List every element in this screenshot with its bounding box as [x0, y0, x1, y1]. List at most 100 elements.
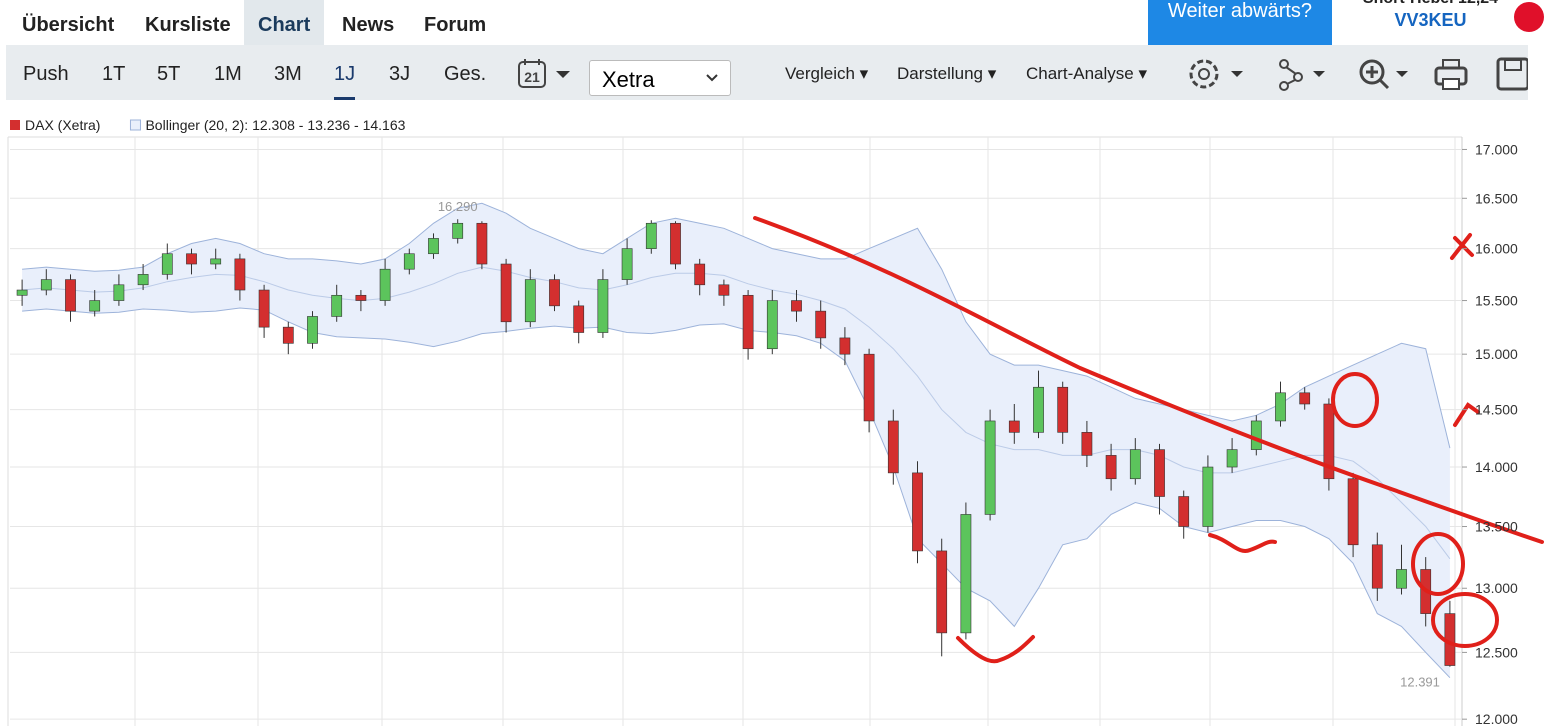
tab[interactable]: Chart: [244, 0, 325, 45]
print-button[interactable]: [1434, 59, 1468, 90]
indicator-button[interactable]: [1279, 59, 1325, 91]
candle-body: [1129, 449, 1141, 480]
candle-body: [355, 294, 367, 301]
candle-body: [1057, 386, 1069, 433]
candle-body: [282, 326, 294, 344]
zoom-button[interactable]: [1359, 59, 1408, 90]
candle-body: [621, 248, 633, 280]
menu[interactable]: Chart-Analyse ▾: [1026, 64, 1147, 83]
y-tick-label: 14.000: [1475, 459, 1518, 475]
candle-body: [670, 222, 681, 265]
y-tick-label: 15.500: [1475, 293, 1518, 309]
candle-body: [16, 289, 28, 296]
candle-body: [597, 279, 609, 333]
candle-body: [1347, 478, 1359, 546]
dropdown-arrow: [556, 71, 570, 78]
candle-body: [815, 310, 827, 339]
candle-body: [1081, 432, 1093, 456]
save-button[interactable]: [1496, 57, 1528, 91]
print-icon: [1442, 59, 1460, 69]
node-icon: [1293, 72, 1303, 82]
promo-code: VV3KEU: [1394, 10, 1467, 30]
candle-body: [161, 253, 173, 275]
candle-body: [984, 420, 996, 515]
y-tick-label: 17.000: [1475, 141, 1518, 157]
candle-body: [1226, 449, 1238, 468]
menu[interactable]: Vergleich ▾: [785, 64, 869, 83]
menu-label: Darstellung: [897, 64, 983, 83]
save-icon: [1504, 59, 1522, 71]
candle-body: [1105, 455, 1117, 480]
candle-body: [887, 420, 899, 474]
range-button[interactable]: 1J: [334, 45, 356, 100]
settings-button[interactable]: [1189, 59, 1243, 89]
candle-body: [476, 222, 488, 265]
legend-label: DAX (Xetra): [25, 117, 100, 133]
candle-body: [428, 238, 439, 255]
price-annotation: 16.290: [438, 199, 478, 214]
candle-body: [524, 279, 536, 323]
candle-body: [573, 305, 585, 333]
candle-body: [234, 258, 246, 291]
hand-drawings: [753, 216, 1544, 664]
exchange-select[interactable]: Xetra: [589, 60, 731, 96]
legend-swatch: [10, 120, 20, 130]
candle-body: [1299, 392, 1311, 405]
candle-body: [936, 550, 948, 634]
bollinger-area: [22, 203, 1450, 678]
bollinger-upper: [22, 202, 1451, 449]
candle-body: [113, 284, 125, 301]
node-icon: [1285, 66, 1297, 85]
candle-body: [694, 263, 706, 286]
legend-swatch: [129, 119, 141, 131]
hand-circle: [1331, 372, 1379, 428]
candle-body: [1008, 420, 1020, 433]
tab[interactable]: Kursliste: [145, 14, 231, 36]
dropdown-arrow: [1396, 71, 1408, 77]
candle-body: [1154, 449, 1165, 497]
candle-body: [65, 279, 76, 312]
candle-body: [1323, 403, 1335, 480]
y-tick-label: 13.500: [1475, 519, 1518, 535]
candle-body: [89, 300, 101, 312]
hand-mark: [1453, 402, 1480, 427]
candle-body: [645, 222, 657, 249]
select-arrow: [706, 74, 718, 82]
tab[interactable]: Forum: [424, 14, 487, 36]
range-button[interactable]: 1M: [214, 63, 242, 85]
calendar-button[interactable]: 21: [516, 57, 576, 91]
range-button[interactable]: 3M: [274, 63, 302, 85]
range-button[interactable]: 3J: [389, 63, 411, 85]
candle-body: [331, 294, 343, 317]
trend-line: [753, 216, 1544, 544]
tab[interactable]: News: [342, 14, 395, 36]
range-button[interactable]: Ges.: [444, 63, 487, 85]
zoom-icon: [1366, 66, 1390, 90]
promo-button[interactable]: Weiter abwärts?: [1148, 0, 1332, 45]
y-tick-label: 12.500: [1475, 644, 1518, 660]
range-button[interactable]: 5T: [157, 63, 181, 85]
calendar-day: 21: [524, 69, 540, 85]
candle-body: [960, 514, 972, 634]
plot: [10, 148, 1462, 720]
candle-body: [1371, 544, 1383, 589]
candle-body: [500, 263, 512, 323]
range-button[interactable]: 1T: [102, 63, 126, 85]
tab[interactable]: Übersicht: [22, 14, 115, 36]
menu[interactable]: Darstellung ▾: [897, 64, 997, 83]
promo-box[interactable]: Short-Hebel 12,24 VV3KEU: [1333, 0, 1528, 45]
candle-body: [40, 279, 52, 291]
hand-curve: [1208, 533, 1277, 553]
candle-body: [1178, 496, 1190, 527]
range-button[interactable]: Push: [23, 63, 69, 85]
y-tick-label: 13.000: [1475, 580, 1518, 596]
vertical-grid: [134, 137, 1456, 726]
hand-curve: [956, 635, 1035, 664]
zoom-icon: [1359, 59, 1385, 85]
promo-text: Weiter abwärts?: [1167, 0, 1313, 22]
candle-body: [766, 300, 778, 350]
candle-body: [1202, 466, 1214, 527]
candle-body: [137, 274, 149, 286]
hand-circle: [1431, 592, 1499, 648]
